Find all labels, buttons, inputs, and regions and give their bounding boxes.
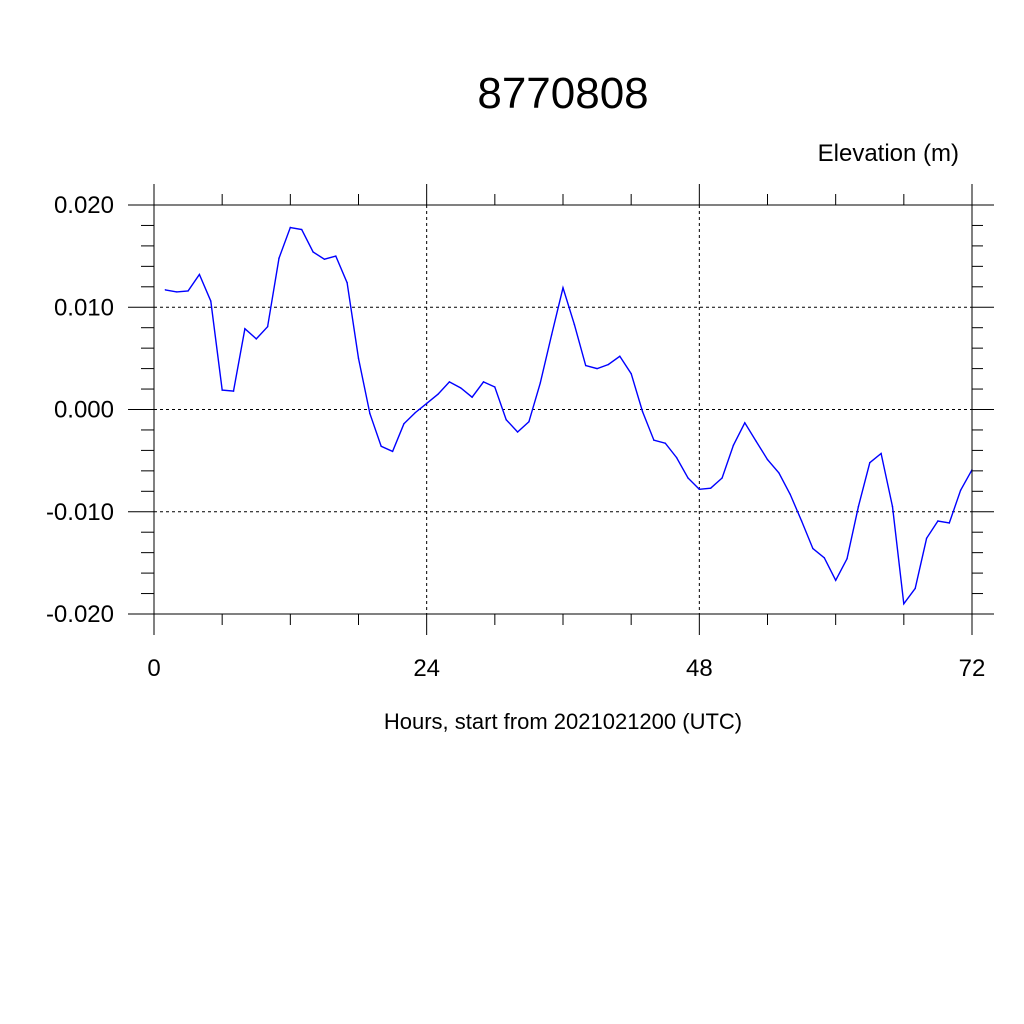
- data-point: [198, 273, 201, 276]
- y-tick-label: 0.010: [54, 294, 114, 321]
- data-point: [448, 381, 451, 383]
- data-point: [573, 323, 576, 326]
- data-point: [312, 251, 314, 253]
- data-point: [925, 537, 928, 540]
- data-point: [607, 363, 610, 366]
- data-point: [846, 558, 848, 560]
- data-point: [903, 603, 905, 605]
- data-point: [891, 505, 894, 508]
- data-point: [346, 282, 348, 284]
- data-point: [244, 328, 246, 330]
- chart-subtitle: Elevation (m): [818, 140, 959, 167]
- x-tick-label: 72: [959, 655, 986, 682]
- data-point: [778, 472, 780, 474]
- data-point: [823, 557, 826, 559]
- data-point: [528, 421, 530, 423]
- data-point: [709, 487, 712, 489]
- data-point: [755, 440, 757, 442]
- axis-ticks: [128, 184, 994, 635]
- data-point: [744, 422, 746, 424]
- data-point: [880, 452, 882, 455]
- data-point: [596, 367, 598, 370]
- data-point: [869, 461, 871, 464]
- data-point: [721, 477, 723, 479]
- data-point: [187, 290, 189, 292]
- data-point: [630, 373, 632, 375]
- data-point: [800, 520, 803, 522]
- data-point: [460, 387, 462, 389]
- data-point: [391, 450, 394, 453]
- data-point: [562, 287, 564, 289]
- data-point: [585, 364, 587, 367]
- tick-labels: 0.020 0.010 0.000 -0.010 -0.020 0 24 48 72: [46, 192, 985, 682]
- data-point: [732, 444, 735, 446]
- data-point: [664, 442, 666, 444]
- y-tick-label: 0.000: [54, 397, 114, 424]
- data-point: [675, 456, 678, 459]
- data-point: [482, 381, 485, 383]
- data-point: [403, 423, 405, 425]
- data-point: [539, 382, 541, 384]
- data-point: [948, 522, 950, 524]
- data-point: [232, 390, 235, 392]
- data-point: [812, 547, 814, 550]
- data-point: [516, 431, 519, 433]
- data-point: [278, 257, 280, 259]
- data-point: [698, 488, 701, 490]
- x-tick-label: 24: [413, 655, 440, 682]
- data-point: [380, 445, 382, 448]
- data-point: [300, 228, 303, 231]
- data-point: [425, 402, 428, 405]
- data-point: [414, 411, 417, 414]
- x-axis-label: Hours, start from 2021021200 (UTC): [384, 709, 742, 734]
- data-point: [471, 396, 473, 398]
- y-tick-label: 0.020: [54, 192, 114, 219]
- data-point: [164, 289, 167, 291]
- data-point: [834, 579, 837, 581]
- grid-lines: [153, 204, 973, 615]
- chart-title: 8770808: [477, 69, 648, 118]
- data-point: [437, 393, 439, 395]
- data-point: [357, 357, 360, 360]
- data-point: [653, 439, 655, 441]
- data-point: [289, 226, 292, 229]
- data-point: [619, 355, 621, 358]
- plot-frame: [153, 204, 973, 615]
- data-point: [210, 300, 212, 302]
- data-point: [505, 419, 507, 421]
- data-point: [914, 587, 916, 590]
- data-point: [176, 291, 178, 293]
- y-tick-label: -0.020: [46, 601, 114, 628]
- data-point: [937, 520, 939, 522]
- data-point: [494, 386, 496, 388]
- data-point: [266, 325, 269, 328]
- series-line: [165, 226, 973, 606]
- data-point: [959, 489, 962, 491]
- data-point: [550, 334, 553, 336]
- data-point: [766, 458, 769, 461]
- data-point: [335, 255, 337, 257]
- x-tick-label: 0: [147, 655, 160, 682]
- y-tick-label: -0.010: [46, 499, 114, 526]
- data-point: [369, 412, 371, 415]
- x-tick-label: 48: [686, 655, 713, 682]
- data-point: [221, 389, 223, 391]
- data-point: [789, 493, 791, 496]
- data-point: [641, 410, 644, 413]
- data-point: [255, 338, 257, 340]
- data-point: [323, 258, 326, 260]
- data-point: [687, 477, 689, 479]
- data-point: [857, 505, 860, 508]
- series-layer: [164, 226, 973, 606]
